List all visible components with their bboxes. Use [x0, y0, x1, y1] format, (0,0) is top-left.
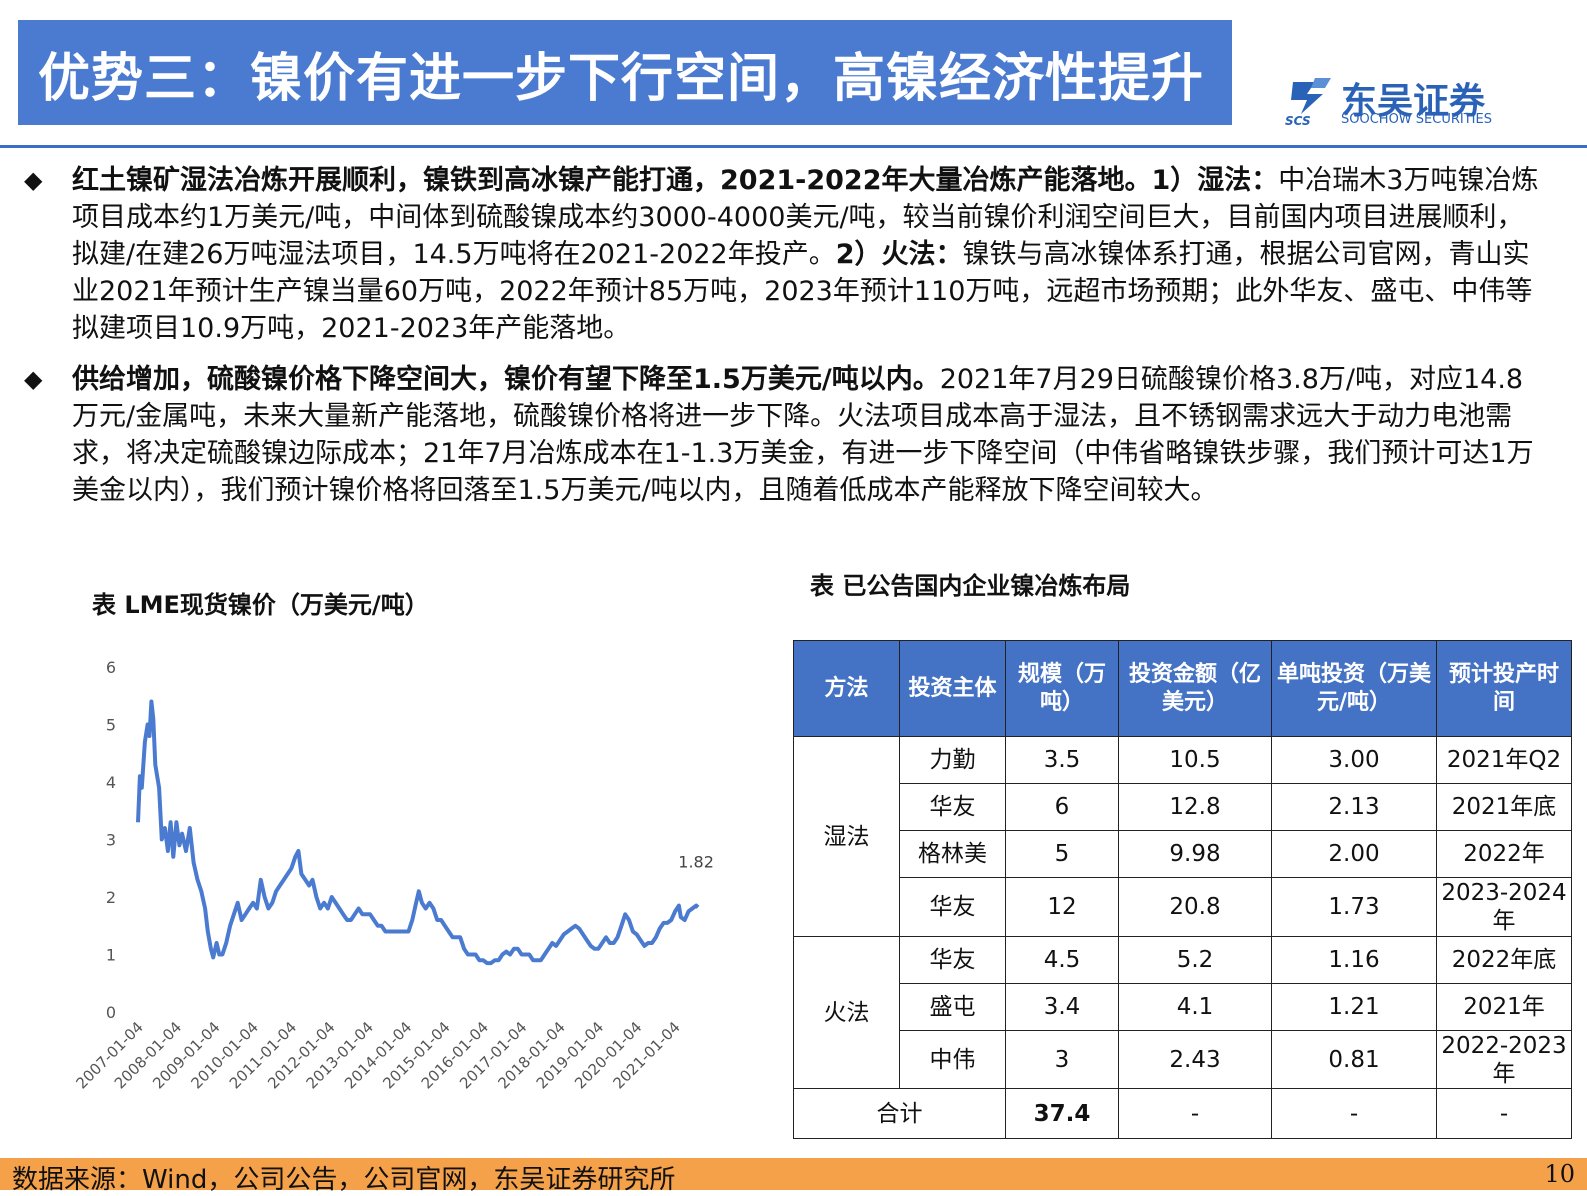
data-label: 1.82: [678, 852, 714, 871]
table-cell: 6: [1005, 783, 1119, 831]
table-header-cell: 投资主体: [899, 640, 1006, 737]
table-cell: 中伟: [899, 1030, 1006, 1089]
footer-bar: 数据来源：Wind，公司公告，公司官网，东吴证券研究所 10: [0, 1158, 1587, 1195]
table-cell: 2021年: [1436, 983, 1572, 1031]
table-cell: 力勤: [899, 736, 1006, 784]
table-total-row: 合计 37.4- - -: [793, 1088, 1572, 1139]
y-tick-label: 3: [106, 831, 116, 850]
table-cell: 2.13: [1271, 783, 1437, 831]
table-row: 湿法 力勤 3.5 10.5 3.00 2021年Q2: [793, 736, 1572, 937]
bullet-item-1: ◆ 红土镍矿湿法冶炼开展顺利，镍铁到高冰镍产能打通，2021-2022年大量冶炼…: [24, 162, 1544, 347]
table-header-cell: 单吨投资（万美元/吨）: [1271, 640, 1437, 737]
chart-title: 表 LME现货镍价（万美元/吨）: [92, 591, 429, 619]
table-header-cell: 规模（万吨）: [1005, 640, 1119, 737]
table-cell: 0.81: [1271, 1030, 1437, 1089]
table-cell: 2023-2024年: [1436, 877, 1572, 937]
data-source: 数据来源：Wind，公司公告，公司官网，东吴证券研究所: [12, 1165, 676, 1195]
table-cell: 3: [1005, 1030, 1119, 1089]
total-time-cell: -: [1436, 1088, 1572, 1139]
table-cell: 2022年底: [1436, 936, 1572, 984]
y-tick-label: 2: [106, 888, 116, 907]
bullet-1-bold: 红土镍矿湿法冶炼开展顺利，镍铁到高冰镍产能打通，2021-2022年大量冶炼产能…: [72, 165, 1279, 196]
logo-cn-text: 东吴证券: [1341, 81, 1486, 122]
bullet-1-text-2: 镍铁与高冰镍体系打通，根据公司官网，青山实业2021年预计生产镍当量60万吨，2…: [72, 239, 1533, 344]
table-cell: 12.8: [1118, 783, 1272, 831]
table-cell: 4.5: [1005, 936, 1119, 984]
table-row: 中伟 3 2.43 0.81 2022-2023年: [794, 1030, 1572, 1089]
nickel-price-line: [136, 699, 700, 966]
bullet-item-2: ◆ 供给增加，硫酸镍价格下降空间大，镍价有望下降至1.5万美元/吨以内。2021…: [24, 361, 1544, 509]
table-cell: 4.1: [1118, 983, 1272, 1031]
table-cell: 9.98: [1118, 830, 1272, 878]
table-header-cell: 方法: [793, 640, 900, 737]
logo-mark-text: SCS: [1285, 114, 1311, 128]
table-cell: 1.21: [1271, 983, 1437, 1031]
table-cell: 2021年Q2: [1436, 736, 1572, 784]
table-cell: 华友: [899, 877, 1006, 937]
table-row: 华友 12 20.8 1.73 2023-2024年: [794, 877, 1572, 937]
total-scale-cell: 37.4: [1005, 1088, 1119, 1139]
title-bar: 优势三：镍价有进一步下行空间，高镍经济性提升: [18, 20, 1232, 125]
table-row: 格林美 5 9.98 2.00 2022年: [794, 830, 1572, 878]
bullet-2-text: 2021年7月29日硫酸镍价格3.8万/吨，对应14.8万元/金属吨，未来大量新…: [72, 364, 1534, 506]
scs-logo-icon: [1291, 78, 1331, 114]
y-tick-label: 1: [106, 946, 116, 965]
table-header-row: 方法 投资主体 规模（万吨） 投资金额（亿美元） 单吨投资（万美元/吨） 预计投产时间: [793, 640, 1572, 737]
method-cell: 湿法: [793, 736, 900, 937]
nickel-price-chart: 01234562007-01-042008-01-042009-01-04201…: [72, 658, 714, 1092]
nickel-smelting-table: 方法 投资主体 规模（万吨） 投资金额（亿美元） 单吨投资（万美元/吨） 预计投产时间 湿法…: [793, 640, 1572, 1139]
table-cell: 3.5: [1005, 736, 1119, 784]
table-cell: 20.8: [1118, 877, 1272, 937]
diamond-bullet-icon: ◆: [24, 365, 43, 393]
table-header-cell: 预计投产时间: [1436, 640, 1572, 737]
table-cell: 12: [1005, 877, 1119, 937]
header-divider: [0, 145, 1587, 148]
table-cell: 2022年: [1436, 830, 1572, 878]
y-tick-label: 4: [106, 773, 116, 792]
table-cell: 盛屯: [899, 983, 1006, 1031]
logo-en-text: SOOCHOW SECURITIES: [1341, 112, 1492, 127]
bullet-1-text: 中冶瑞木3万吨镍冶炼项目成本约1万美元/吨，中间体到硫酸镍成本约3000-400…: [72, 165, 1539, 270]
y-tick-label: 6: [106, 658, 116, 677]
page-title: 优势三：镍价有进一步下行空间，高镍经济性提升: [38, 49, 1205, 109]
table-cell: 3.00: [1271, 736, 1437, 784]
table-cell: 1.73: [1271, 877, 1437, 937]
table-cell: 2.00: [1271, 830, 1437, 878]
bullet-list: ◆ 红土镍矿湿法冶炼开展顺利，镍铁到高冰镍产能打通，2021-2022年大量冶炼…: [24, 162, 1544, 523]
table-cell: 华友: [899, 783, 1006, 831]
table-cell: 格林美: [899, 830, 1006, 878]
table-row: 盛屯 3.4 4.1 1.21 2021年: [794, 983, 1572, 1031]
brand-logo: SCS 东吴证券 SOOCHOW SECURITIES: [1285, 72, 1575, 132]
method-cell: 火法: [793, 936, 900, 1089]
y-tick-label: 5: [106, 716, 116, 735]
table-row: 火法 华友 4.5 5.2 1.16 2022年底: [793, 936, 1572, 1089]
bullet-2-bold: 供给增加，硫酸镍价格下降空间大，镍价有望下降至1.5万美元/吨以内。: [72, 364, 940, 395]
total-amount-cell: -: [1118, 1088, 1272, 1139]
table-title: 表 已公告国内企业镍冶炼布局: [810, 572, 1131, 600]
table-cell: 2.43: [1118, 1030, 1272, 1089]
table-cell: 3.4: [1005, 983, 1119, 1031]
total-label-cell: 合计: [793, 1088, 1006, 1139]
table-cell: 10.5: [1118, 736, 1272, 784]
diamond-bullet-icon: ◆: [24, 166, 43, 194]
page-number: 10: [1544, 1160, 1575, 1188]
table-cell: 2021年底: [1436, 783, 1572, 831]
table-row: 华友 6 12.8 2.13 2021年底: [794, 783, 1572, 831]
table-cell: 2022-2023年: [1436, 1030, 1572, 1089]
bullet-1-bold-2: 2）火法：: [835, 239, 963, 270]
y-tick-label: 0: [106, 1003, 116, 1022]
table-cell: 1.16: [1271, 936, 1437, 984]
table-cell: 5: [1005, 830, 1119, 878]
total-unit-cell: -: [1271, 1088, 1437, 1139]
table-header-cell: 投资金额（亿美元）: [1118, 640, 1272, 737]
table-cell: 华友: [899, 936, 1006, 984]
table-cell: 5.2: [1118, 936, 1272, 984]
